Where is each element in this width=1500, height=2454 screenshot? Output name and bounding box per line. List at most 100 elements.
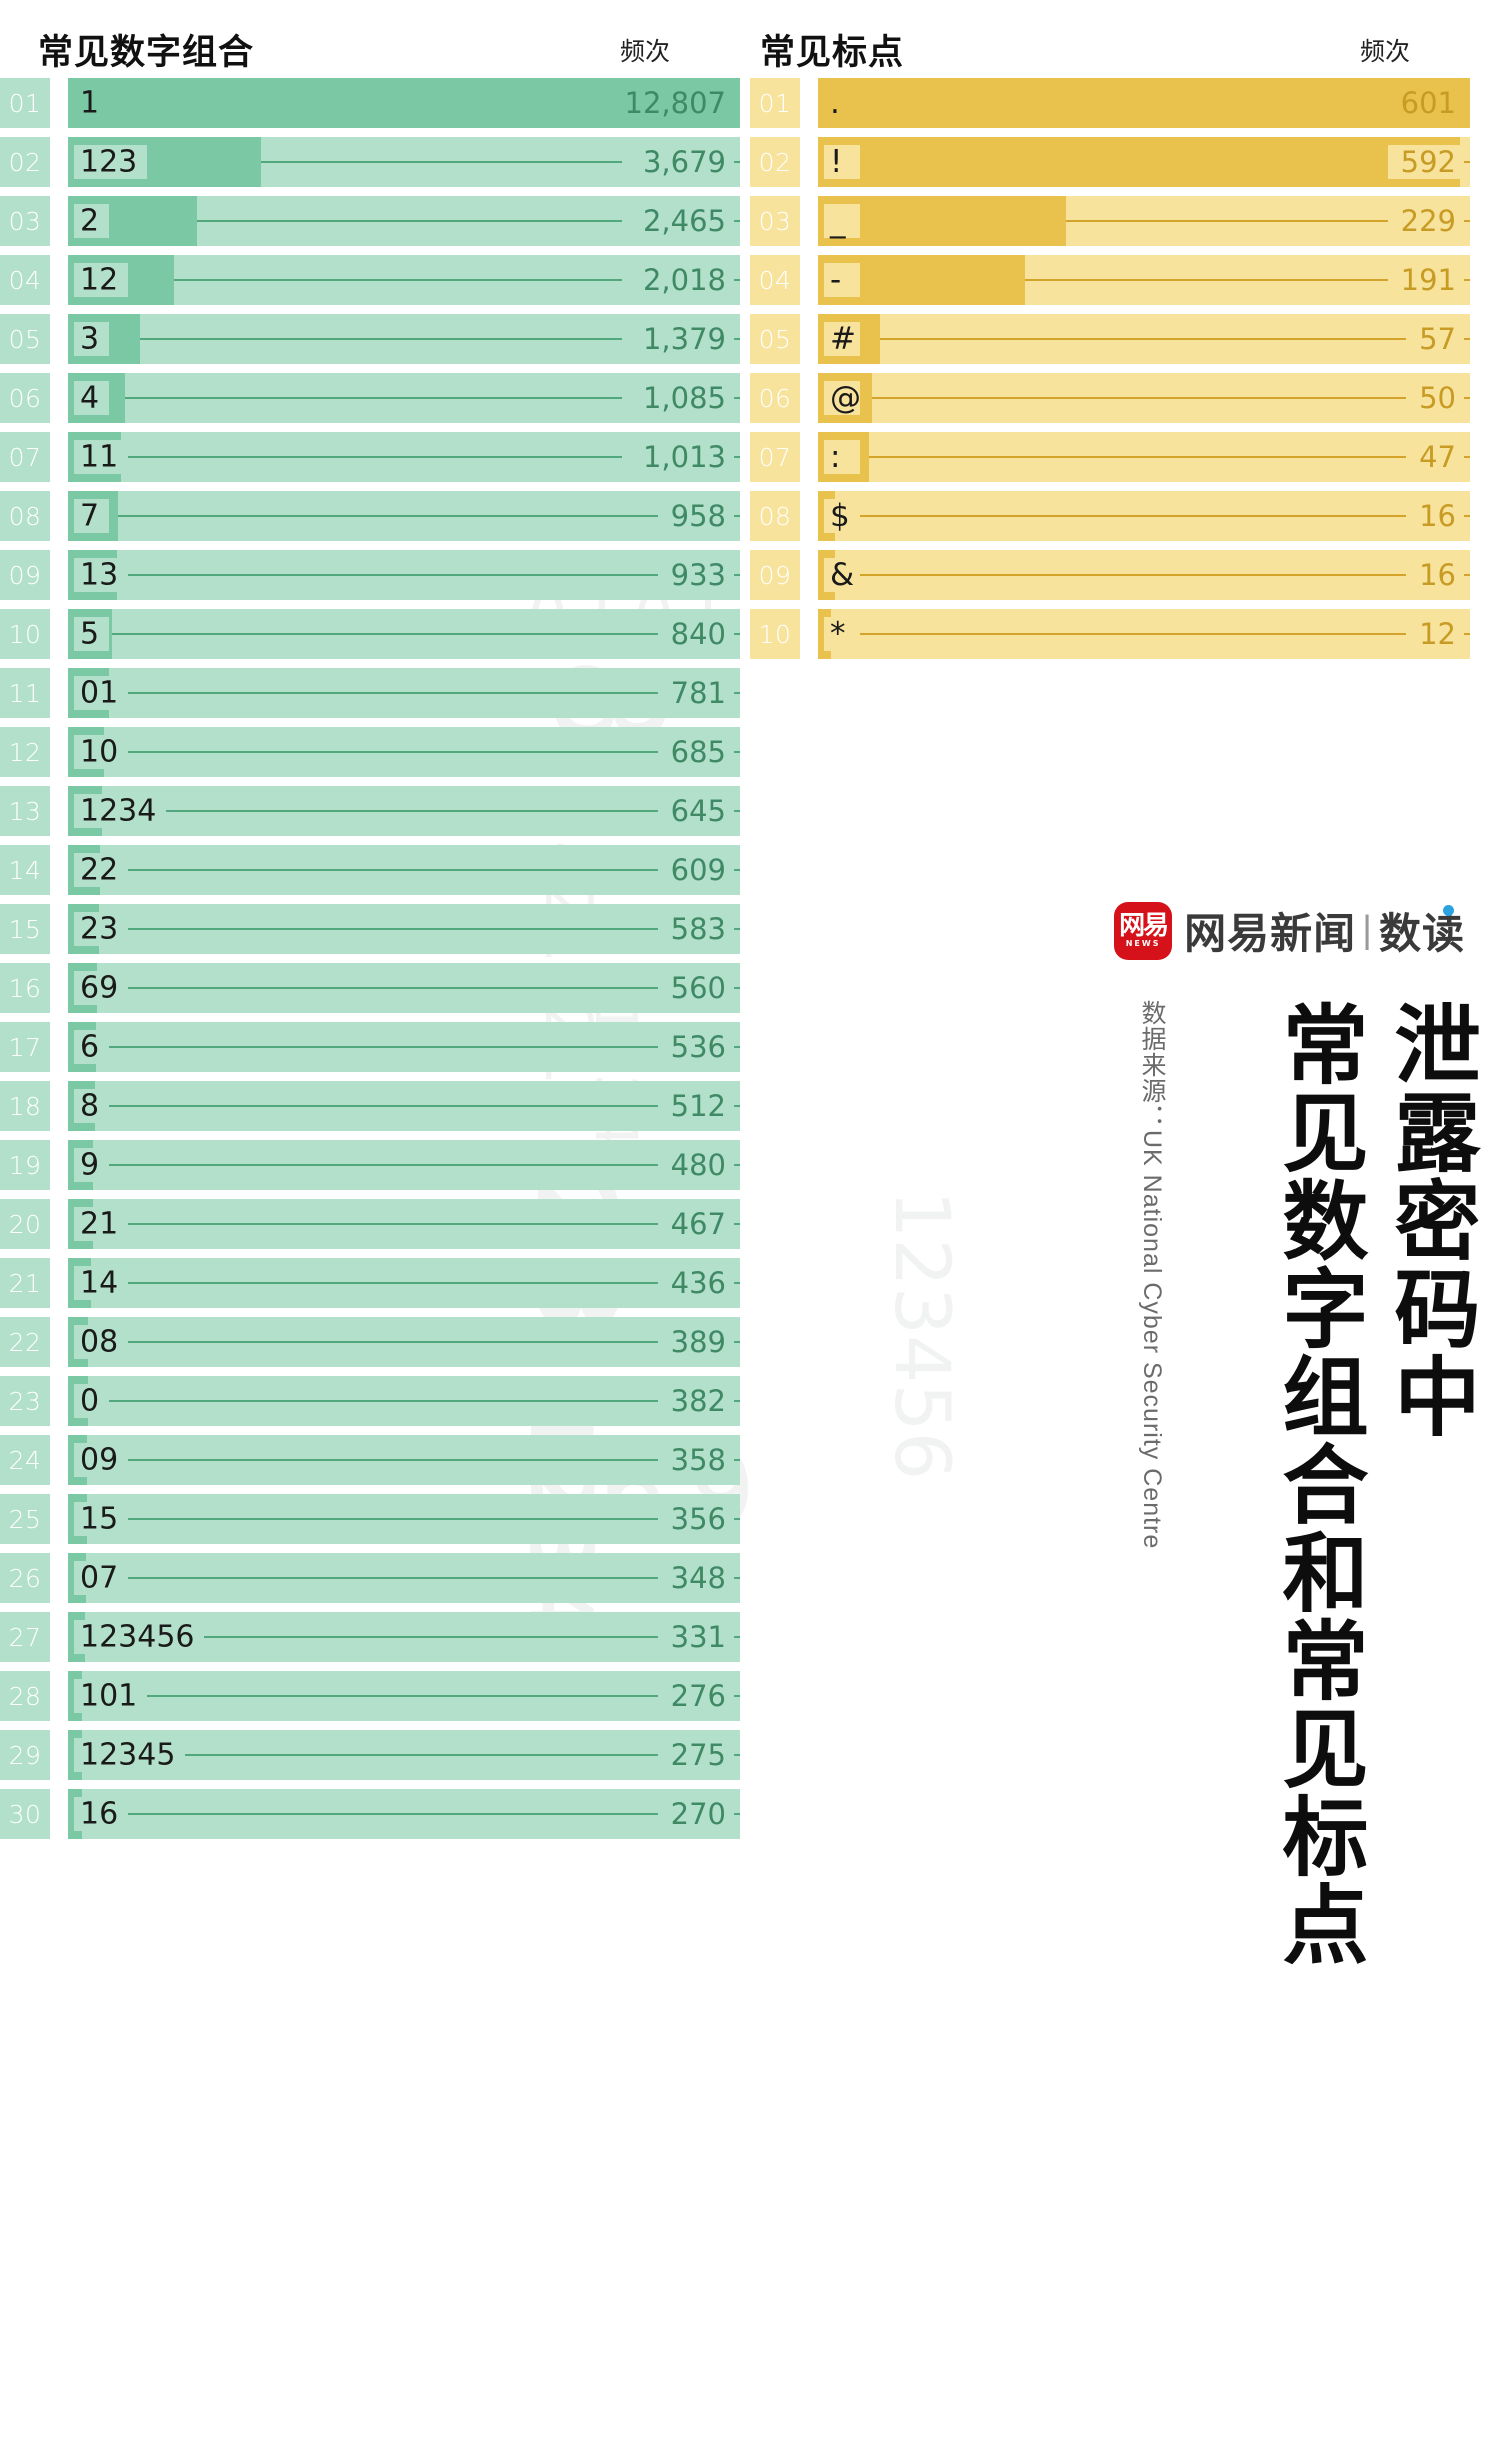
bar-wrapper: 09 358 (68, 1435, 740, 1485)
bar-row: 22 08 389 (0, 1317, 740, 1367)
bar-category-label: 123 (80, 144, 138, 180)
logo-blue-dot-icon (1443, 905, 1454, 916)
bar-category-label: 0 (80, 1383, 100, 1419)
bar-wrapper: 22 609 (68, 845, 740, 895)
bar-guide-line (818, 220, 1470, 222)
data-source-note: 数据来源：UK National Cyber Security Centre (1138, 1000, 1166, 1550)
bar-row: 23 0 382 (0, 1376, 740, 1426)
bar-category-label: 12345 (80, 1737, 176, 1773)
headline-line-1: 泄露密码中 (1381, 1000, 1477, 1440)
value-backdrop (658, 1620, 734, 1654)
chart-panel-punctuation: 常见标点 频次 01. 601 02! 592 03 _ 229 04- 191 05 #57 06 @… (750, 0, 1470, 668)
rank-badge: 01 (0, 78, 50, 128)
bar-row: 16 69 560 (0, 963, 740, 1013)
bar-value-label: 536 (670, 1030, 726, 1064)
value-backdrop (1406, 322, 1464, 356)
right-column-title: 常见标点 (760, 33, 905, 72)
bar-row: 03 2 2,465 (0, 196, 740, 246)
bar-value-label: 1,085 (642, 381, 726, 415)
bar-row: 08 $16 (750, 491, 1470, 541)
bar-guide-line (68, 1164, 740, 1166)
bar-category-label: # (830, 321, 856, 357)
bar-value-label: 348 (670, 1561, 726, 1595)
label-backdrop (74, 735, 128, 769)
bar-guide-line (68, 869, 740, 871)
label-backdrop (74, 971, 128, 1005)
bar-guide-line (68, 987, 740, 989)
label-backdrop (74, 1325, 128, 1359)
bar-value-label: 645 (670, 794, 726, 828)
value-backdrop (622, 322, 734, 356)
rank-badge: 13 (0, 786, 50, 836)
bar-value-label: 685 (670, 735, 726, 769)
rank-badge: 02 (0, 137, 50, 187)
label-backdrop (74, 558, 128, 592)
bar-wrapper: 4 1,085 (68, 373, 740, 423)
value-backdrop (658, 853, 734, 887)
value-backdrop (658, 1738, 734, 1772)
value-backdrop (658, 735, 734, 769)
bar-wrapper: 2 2,465 (68, 196, 740, 246)
bar-fill (818, 78, 1470, 128)
bar-category-label: 11 (80, 439, 119, 475)
netease-logo: 网易 NEWS 网易新闻 | 数读 (1114, 900, 1465, 961)
bar-category-label: - (830, 262, 842, 298)
netease-logo-mark-icon: 网易 NEWS (1114, 901, 1173, 960)
label-backdrop (74, 1797, 128, 1831)
bar-category-label: * (830, 616, 846, 652)
rank-badge: 21 (0, 1258, 50, 1308)
bar-row: 02 123 3,679 (0, 137, 740, 187)
value-backdrop (604, 86, 734, 120)
bar-value-label: 229 (1400, 204, 1456, 238)
bar-wrapper: 14 436 (68, 1258, 740, 1308)
bar-category-label: 3 (80, 321, 100, 357)
chart-panel-digit-combinations: 常见数字组合 频次 01 1 12,807 02 123 3,679 03 2 2,465 04 1… (0, 0, 740, 1848)
value-backdrop (658, 1561, 734, 1595)
left-column-title: 常见数字组合 (38, 33, 255, 72)
bar-wrapper: 1234 645 (68, 786, 740, 836)
rank-badge: 17 (0, 1022, 50, 1072)
label-backdrop (74, 381, 109, 415)
value-backdrop (658, 1502, 734, 1536)
bar-wrapper: 5 840 (68, 609, 740, 659)
bar-wrapper: $16 (818, 491, 1470, 541)
rank-badge: 16 (0, 963, 50, 1013)
rank-badge: 25 (0, 1494, 50, 1544)
bar-guide-line (68, 928, 740, 930)
bar-guide-line (68, 574, 740, 576)
bar-wrapper: 13 933 (68, 550, 740, 600)
rank-badge: 07 (750, 432, 800, 482)
left-bar-list: 01 1 12,807 02 123 3,679 03 2 2,465 04 12 2,018 05 3 1… (0, 78, 740, 1839)
rank-badge: 26 (0, 1553, 50, 1603)
bar-row: 07 11 1,013 (0, 432, 740, 482)
bar-row: 27 123456 331 (0, 1612, 740, 1662)
bar-value-label: 601 (1400, 86, 1456, 120)
bar-guide-line (68, 515, 740, 517)
bar-wrapper: 123456 331 (68, 1612, 740, 1662)
right-column-unit-label: 频次 (1360, 37, 1411, 66)
bar-category-label: . (830, 85, 840, 121)
bar-value-label: 16 (1419, 499, 1456, 533)
bar-guide-line (68, 1518, 740, 1520)
bar-value-label: 958 (670, 499, 726, 533)
rank-badge: 04 (0, 255, 50, 305)
rank-badge: 12 (0, 727, 50, 777)
bar-guide-line (68, 161, 740, 163)
bar-wrapper: 8 512 (68, 1081, 740, 1131)
bar-value-label: 840 (670, 617, 726, 651)
value-backdrop (658, 1325, 734, 1359)
value-backdrop (1406, 499, 1464, 533)
rank-badge: 08 (0, 491, 50, 541)
bar-wrapper: 23 583 (68, 904, 740, 954)
bar-wrapper: 01 781 (68, 668, 740, 718)
rank-badge: 22 (0, 1317, 50, 1367)
bar-category-label: 4 (80, 380, 100, 416)
label-backdrop (74, 1502, 128, 1536)
label-backdrop (74, 1266, 128, 1300)
bar-category-label: 09 (80, 1442, 119, 1478)
bar-category-label: 14 (80, 1265, 119, 1301)
bar-guide-line (68, 633, 740, 635)
bar-value-label: 436 (670, 1266, 726, 1300)
bar-wrapper: & 16 (818, 550, 1470, 600)
bar-guide-line (68, 1282, 740, 1284)
